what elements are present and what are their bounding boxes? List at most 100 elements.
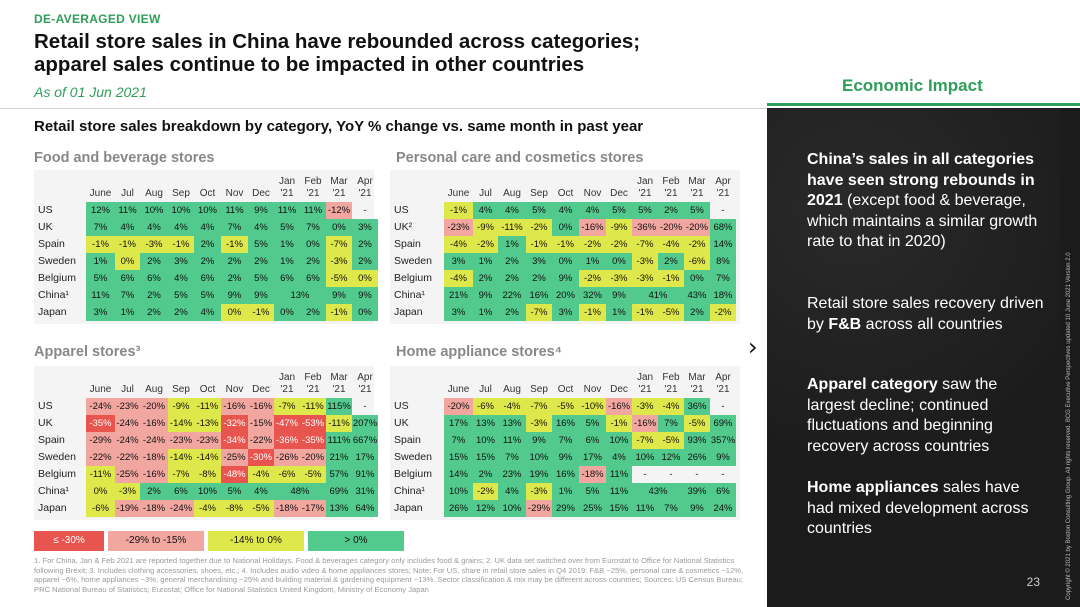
heatmap-cell: -24%: [86, 398, 115, 415]
month-header: Feb '21: [304, 176, 322, 199]
insight-4-rest: sales have had mixed development across …: [807, 479, 1029, 537]
heatmap-cell: -4%: [444, 236, 473, 253]
as-of-date: As of 01 Jun 2021: [34, 84, 147, 100]
month-header: Jan '21: [636, 176, 654, 199]
heatmap-cell: 2%: [221, 270, 248, 287]
insight-4: Home appliances sales have had mixed dev…: [807, 478, 1047, 540]
heatmap-cell: 5%: [248, 270, 274, 287]
month-header: Apr '21: [357, 176, 373, 199]
heatmap-cell: -25%: [221, 449, 248, 466]
heatmap-cell: 2%: [140, 483, 168, 500]
heatmap-cell: 2%: [300, 304, 326, 321]
heatmap-cell: -24%: [115, 432, 140, 449]
side-band: [1060, 108, 1080, 607]
insight-2-pre: Retail store sales recovery driven by: [807, 295, 1044, 333]
heatmap-cell: 19%: [526, 466, 552, 483]
heatmap-cell: -11%: [326, 415, 352, 432]
heatmap-cell: -36%: [632, 219, 658, 236]
heatmap-cell: -18%: [579, 466, 606, 483]
heatmap-cell: 36%: [684, 398, 710, 415]
country-label: UK²: [394, 221, 413, 233]
heatmap-cell: 11%: [221, 202, 248, 219]
heatmap-cell: -: [721, 401, 725, 412]
heatmap-cell: -7%: [526, 304, 552, 321]
heatmap-cell: 18%: [710, 287, 736, 304]
legend: ≤ -30% -29% to -15% -14% to 0% > 0%: [34, 531, 404, 551]
chevron-right-icon[interactable]: ›: [748, 333, 758, 361]
heatmap-cell: 2%: [194, 253, 221, 270]
heatmap-cell: -5%: [300, 466, 326, 483]
heatmap-cell: 4%: [194, 304, 221, 321]
month-header: Mar '21: [330, 176, 348, 199]
country-label: China¹: [394, 485, 425, 497]
month-header: Sep: [530, 188, 548, 199]
heatmap-cell: 2%: [352, 253, 378, 270]
country-label: Spain: [38, 434, 65, 446]
heatmap-cell: 11%: [632, 500, 658, 517]
insight-2: Retail store sales recovery driven by F&…: [807, 294, 1047, 335]
country-label: Belgium: [38, 272, 76, 284]
heatmap-cell: -15%: [248, 415, 274, 432]
heatmap-cell: -2%: [526, 219, 552, 236]
heatmap-cell: 11%: [498, 432, 526, 449]
heatmap-cell: -5%: [658, 304, 684, 321]
heatmap-cell: -22%: [248, 432, 274, 449]
heatmap-cell: 0%: [552, 219, 579, 236]
heatmap-cell: 5%: [579, 415, 606, 432]
heatmap-cell: 10%: [444, 483, 473, 500]
heatmap-cell: 17%: [444, 415, 473, 432]
heatmap-cell: -7%: [526, 398, 552, 415]
heatmap-cell: 17%: [352, 449, 378, 466]
heatmap-cell: 9%: [606, 287, 632, 304]
heatmap-cell: -5%: [326, 270, 352, 287]
heatmap-cell: -: [669, 469, 673, 480]
heatmap-cell: 69%: [710, 415, 736, 432]
heatmap-cell: -14%: [168, 415, 194, 432]
heatmap-cell: 14%: [710, 236, 736, 253]
heatmap-cell: -2%: [606, 236, 632, 253]
heatmap-cell: -6%: [86, 500, 115, 517]
heatmap-cell: 2%: [498, 304, 526, 321]
month-header: Aug: [145, 384, 163, 395]
heatmap-cell: 0%: [326, 219, 352, 236]
heatmap-cell: -1%: [444, 202, 473, 219]
heatmap-cell: 0%: [606, 253, 632, 270]
month-header: Aug: [145, 188, 163, 199]
heatmap-cell: 7%: [658, 500, 684, 517]
month-header: Mar '21: [688, 176, 706, 199]
heatmap-cell: 11%: [606, 466, 632, 483]
heatmap-cell: 2%: [658, 202, 684, 219]
heatmap-cell: 6%: [194, 270, 221, 287]
heatmap-cell: 7%: [300, 219, 326, 236]
heatmap-cell: 4%: [168, 270, 194, 287]
heatmap-cell: 10%: [140, 202, 168, 219]
heatmap-apparel: June Jul Aug Sep Oct Nov Dec Jan '21 Feb '21 Mar …: [38, 368, 378, 517]
heatmap-cell: -12%: [326, 202, 352, 219]
heatmap-cell: -8%: [221, 500, 248, 517]
kicker: DE-AVERAGED VIEW: [34, 12, 161, 26]
legend-item-green: > 0%: [308, 531, 404, 551]
heatmap-cell: 9%: [526, 432, 552, 449]
header-corner: [38, 172, 86, 202]
month-header: Feb '21: [662, 372, 680, 395]
heatmap-cell: 0%: [115, 253, 140, 270]
month-header: Jul: [479, 384, 492, 395]
heatmap-cell: 7%: [115, 287, 140, 304]
heatmap-cell: 6%: [115, 270, 140, 287]
heatmap-cell: -6%: [274, 466, 300, 483]
heatmap-cell: -16%: [632, 415, 658, 432]
page-number: 23: [1026, 575, 1040, 589]
heatmap-cell: 3%: [444, 304, 473, 321]
title-line-2: apparel sales continue to be impacted in…: [34, 53, 585, 76]
month-header: Dec: [610, 188, 628, 199]
country-label: China¹: [38, 289, 69, 301]
heatmap-cell: 16%: [552, 415, 579, 432]
heatmap-cell: 13%: [274, 287, 326, 304]
month-header: Feb '21: [304, 372, 322, 395]
heatmap-cell: 10%: [473, 432, 498, 449]
heatmap-cell: 93%: [684, 432, 710, 449]
heatmap-cell: 4%: [248, 219, 274, 236]
month-header: Dec: [252, 188, 270, 199]
country-label: China¹: [38, 485, 69, 497]
month-header: Aug: [503, 188, 521, 199]
